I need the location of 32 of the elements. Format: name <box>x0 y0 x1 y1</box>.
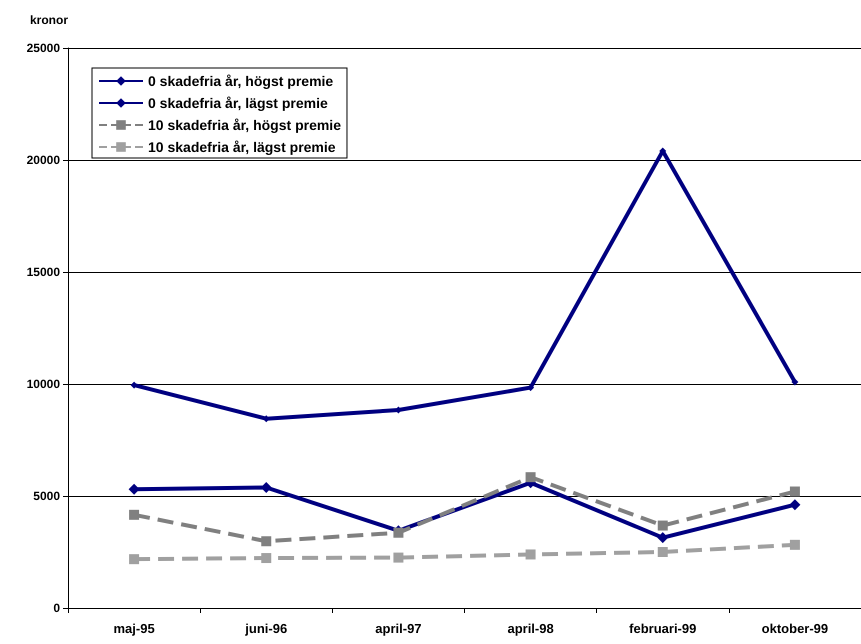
x-tick-label: oktober-99 <box>762 621 828 636</box>
legend-label: 10 skadefria år, lägst premie <box>148 139 336 155</box>
y-tick-label: 15000 <box>26 265 60 279</box>
y-tick-label: 25000 <box>26 41 60 55</box>
point <box>790 486 800 497</box>
point <box>261 536 272 546</box>
point <box>658 520 668 531</box>
y-tick-label: 20000 <box>26 153 60 167</box>
point <box>789 499 800 510</box>
point <box>658 547 668 557</box>
legend-label: 0 skadefria år, högst premie <box>148 73 334 89</box>
x-tick-label: maj-95 <box>113 621 155 636</box>
x-tick-label: april-98 <box>507 621 554 636</box>
x-tick-label: april-97 <box>375 621 422 636</box>
point <box>526 472 536 482</box>
legend-label: 0 skadefria år, lägst premie <box>148 95 328 111</box>
x-tick-label: juni-96 <box>244 621 288 636</box>
point <box>791 378 798 386</box>
point <box>790 540 800 550</box>
y-tick-label: 0 <box>53 601 60 615</box>
point <box>526 549 536 560</box>
y-tick-label: 10000 <box>26 377 60 391</box>
point <box>129 510 140 520</box>
point <box>657 532 668 544</box>
legend-label: 10 skadefria år, högst premie <box>148 117 342 133</box>
x-tick-label: februari-99 <box>629 621 696 636</box>
point <box>261 553 272 564</box>
y-tick-label: 5000 <box>33 489 60 503</box>
point <box>393 528 404 538</box>
point <box>129 554 140 564</box>
point <box>393 552 404 563</box>
y-axis-title: kronor <box>30 13 68 27</box>
